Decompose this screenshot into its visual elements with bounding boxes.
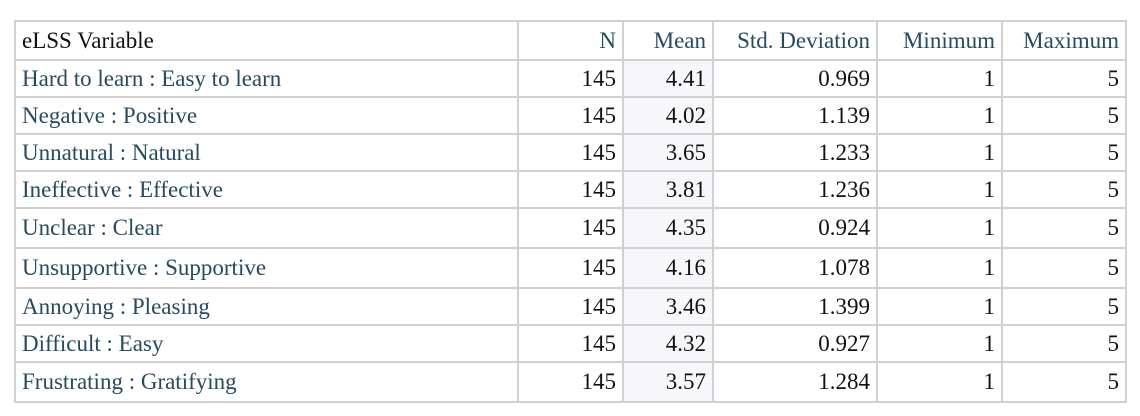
cell-minimum: 1 <box>876 324 1003 363</box>
cell-n: 145 <box>517 324 624 363</box>
cell-minimum: 1 <box>876 170 1003 209</box>
cell-std-deviation: 0.927 <box>712 324 878 363</box>
cell-variable: Unclear : Clear <box>14 207 519 249</box>
cell-variable: Negative : Positive <box>14 96 519 135</box>
cell-variable: Unnatural : Natural <box>14 133 519 172</box>
cell-variable: Frustrating : Gratifying <box>14 361 519 403</box>
cell-mean: 3.65 <box>622 133 714 172</box>
header-n: N <box>517 20 624 61</box>
header-variable: eLSS Variable <box>14 20 519 61</box>
cell-maximum: 5 <box>1001 133 1127 172</box>
cell-mean: 3.57 <box>622 361 714 403</box>
header-maximum: Maximum <box>1001 20 1127 61</box>
cell-mean: 4.32 <box>622 324 714 363</box>
cell-maximum: 5 <box>1001 207 1127 249</box>
table-row: Unnatural : Natural 145 3.65 1.233 1 5 <box>14 133 1127 172</box>
table-row: Ineffective : Effective 145 3.81 1.236 1 5 <box>14 170 1127 209</box>
cell-maximum: 5 <box>1001 59 1127 98</box>
cell-std-deviation: 1.233 <box>712 133 878 172</box>
cell-n: 145 <box>517 207 624 249</box>
cell-maximum: 5 <box>1001 287 1127 326</box>
cell-mean: 4.41 <box>622 59 714 98</box>
cell-std-deviation: 1.139 <box>712 96 878 135</box>
cell-maximum: 5 <box>1001 247 1127 289</box>
cell-minimum: 1 <box>876 59 1003 98</box>
cell-mean: 4.02 <box>622 96 714 135</box>
header-mean: Mean <box>622 20 714 61</box>
cell-n: 145 <box>517 247 624 289</box>
cell-minimum: 1 <box>876 287 1003 326</box>
cell-mean: 3.46 <box>622 287 714 326</box>
cell-maximum: 5 <box>1001 96 1127 135</box>
table-row: Difficult : Easy 145 4.32 0.927 1 5 <box>14 324 1127 363</box>
cell-n: 145 <box>517 170 624 209</box>
cell-std-deviation: 0.924 <box>712 207 878 249</box>
cell-n: 145 <box>517 133 624 172</box>
cell-mean: 4.35 <box>622 207 714 249</box>
table-row: Frustrating : Gratifying 145 3.57 1.284 1 5 <box>14 361 1127 403</box>
cell-variable: Hard to learn : Easy to learn <box>14 59 519 98</box>
table-row: Negative : Positive 145 4.02 1.139 1 5 <box>14 96 1127 135</box>
cell-n: 145 <box>517 96 624 135</box>
descriptive-statistics-table: eLSS Variable N Mean Std. Deviation Mini… <box>14 20 1127 403</box>
header-minimum: Minimum <box>876 20 1003 61</box>
cell-std-deviation: 1.399 <box>712 287 878 326</box>
cell-std-deviation: 0.969 <box>712 59 878 98</box>
table-row: Hard to learn : Easy to learn 145 4.41 0.96… <box>14 59 1127 98</box>
cell-minimum: 1 <box>876 361 1003 403</box>
cell-mean: 4.16 <box>622 247 714 289</box>
cell-minimum: 1 <box>876 96 1003 135</box>
cell-minimum: 1 <box>876 133 1003 172</box>
cell-maximum: 5 <box>1001 324 1127 363</box>
cell-variable: Unsupportive : Supportive <box>14 247 519 289</box>
cell-std-deviation: 1.284 <box>712 361 878 403</box>
cell-n: 145 <box>517 59 624 98</box>
cell-variable: Ineffective : Effective <box>14 170 519 209</box>
cell-n: 145 <box>517 361 624 403</box>
cell-variable: Annoying : Pleasing <box>14 287 519 326</box>
table-row: Unsupportive : Supportive 145 4.16 1.078 1 5 <box>14 247 1127 289</box>
table-row: Annoying : Pleasing 145 3.46 1.399 1 5 <box>14 287 1127 326</box>
header-row: eLSS Variable N Mean Std. Deviation Mini… <box>14 20 1127 61</box>
cell-variable: Difficult : Easy <box>14 324 519 363</box>
cell-mean: 3.81 <box>622 170 714 209</box>
cell-std-deviation: 1.236 <box>712 170 878 209</box>
cell-maximum: 5 <box>1001 170 1127 209</box>
cell-minimum: 1 <box>876 207 1003 249</box>
cell-std-deviation: 1.078 <box>712 247 878 289</box>
table-row: Unclear : Clear 145 4.35 0.924 1 5 <box>14 207 1127 249</box>
cell-maximum: 5 <box>1001 361 1127 403</box>
cell-minimum: 1 <box>876 247 1003 289</box>
cell-n: 145 <box>517 287 624 326</box>
header-std-deviation: Std. Deviation <box>712 20 878 61</box>
